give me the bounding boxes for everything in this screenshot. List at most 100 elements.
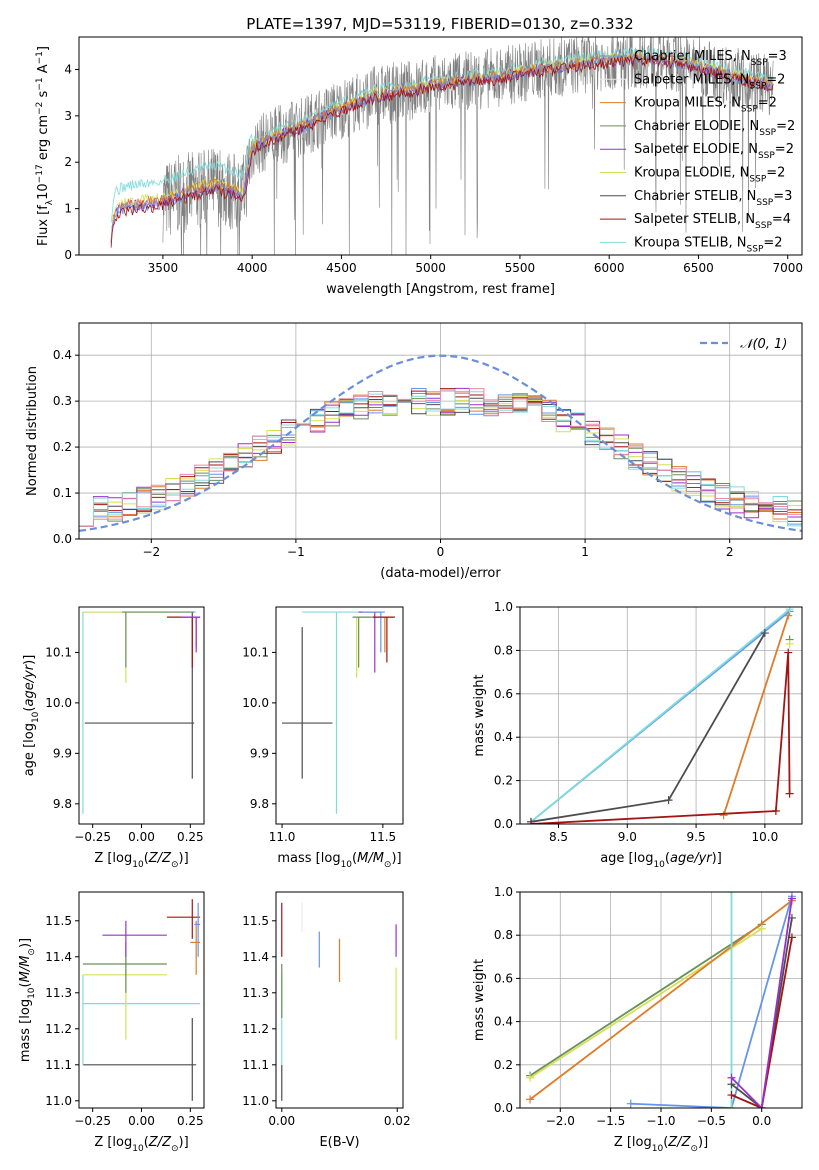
weight-line-chabrier-miles: [630, 896, 793, 1108]
x-axis-label: age [log10(age/yr)]: [600, 851, 722, 870]
x-tick-label: 6000: [594, 261, 625, 275]
weight-marker: [727, 1091, 736, 1100]
label-part: (: [22, 707, 37, 712]
label-part: )]: [179, 1135, 189, 1150]
plot-area: [79, 354, 802, 532]
label-part: Chabrier ELODIE, N: [634, 119, 759, 134]
panel-mass-vs-EBV: 0.00 0.02 11.0 11.1 11.2 11.3 11.4 11.5 E(B-V): [242, 891, 411, 1150]
legend-entry: Kroupa MILES, NSSP=2: [634, 96, 777, 115]
weight-marker: [785, 639, 794, 648]
axes-frame: [275, 891, 404, 1109]
axes-frame: [78, 606, 205, 825]
label-part: Chabrier STELIB, N: [634, 189, 756, 204]
label-part: Z/Z: [148, 1135, 172, 1150]
label-part: Z/Z: [148, 851, 172, 866]
model-spectrum-chabrier-miles: [110, 53, 774, 245]
label-part: SSP: [758, 151, 775, 161]
panel-weight-vs-Z: −2.0 −1.5 −1.0 −0.5 0.0 0.0 0.2 0.4 0.6 0.8 1.0 Z […: [472, 885, 803, 1154]
label-part: mass [log: [18, 999, 33, 1062]
plot-area: [82, 899, 201, 1101]
legend-entry: Chabrier STELIB, NSSP=3: [634, 189, 792, 208]
model-spectrum-salpeter-elodie: [110, 52, 774, 244]
y-axis-label: age [log10(age/yr)]: [22, 655, 41, 777]
label-part: M/M: [357, 851, 384, 866]
label-part: 10: [36, 183, 51, 200]
label-part: −17: [35, 164, 45, 183]
panel-weight-vs-age: 8.5 9.0 9.5 10.0 0.0 0.2 0.4 0.6 0.8 1.0 age [log1…: [472, 600, 803, 870]
model-spectrum-kroupa-stelib: [110, 47, 774, 223]
x-axis-label: Z [log10(Z/Z⊙)]: [94, 851, 188, 870]
plot-area: [526, 892, 796, 1108]
weight-marker: [626, 1099, 635, 1108]
x-tick-label: −1.5: [596, 1114, 625, 1128]
legend-entry: Kroupa ELODIE, NSSP=2: [634, 166, 785, 185]
y-axis-label: Normed distribution: [25, 366, 40, 496]
x-axis-label: (data-model)/error: [380, 566, 501, 581]
data-spectrum-line: [162, 37, 774, 255]
x-axis-label: Z [log10(Z/Z⊙)]: [614, 1135, 708, 1154]
weight-marker: [784, 611, 793, 620]
label-part: 10: [652, 1144, 664, 1154]
y-tick-label: 4: [64, 62, 72, 76]
x-tick-label: 0: [437, 545, 445, 559]
weight-marker: [771, 806, 780, 815]
y-tick-label: 0.0: [53, 532, 72, 546]
label-part: )]: [22, 655, 37, 665]
gaussian-curve: [79, 354, 802, 532]
label-part: SSP: [749, 81, 766, 91]
weight-line-salpeter-elodie: [730, 898, 793, 1108]
label-part: Salpeter MILES, N: [634, 72, 749, 87]
y-tick-label: 1.0: [494, 600, 513, 614]
label-part: 10: [341, 860, 353, 870]
y-tick-label: 0.4: [494, 1015, 513, 1029]
label-part: Kroupa STELIB, N: [634, 235, 747, 250]
legend-entry: Salpeter ELODIE, NSSP=2: [634, 142, 794, 161]
plot-area: [527, 607, 794, 824]
label-part: =2: [776, 119, 795, 134]
x-tick-label: −1.0: [646, 1114, 675, 1128]
plot-area: [110, 37, 774, 255]
x-tick-label: −2.0: [546, 1114, 575, 1128]
label-part: (: [352, 851, 357, 866]
label-part: s: [36, 90, 51, 101]
legend-entry: Chabrier MILES, NSSP=3: [634, 49, 787, 68]
x-tick-label: 8.5: [549, 830, 568, 844]
y-axis-label: mass weight: [472, 959, 487, 1041]
label-part: ⊙: [27, 948, 37, 956]
y-tick-label: 0.0: [494, 817, 513, 831]
weight-marker: [785, 789, 794, 798]
label-part: =2: [775, 142, 794, 157]
label-part: 10: [27, 987, 37, 999]
y-tick-label: 0.4: [53, 348, 72, 362]
y-tick-label: 11.3: [45, 986, 72, 1000]
label-part: =2: [758, 96, 777, 111]
weight-line-kroupa-miles: [529, 899, 793, 1101]
y-tick-label: 11.2: [45, 1022, 72, 1036]
weight-marker: [526, 1073, 535, 1082]
weight-marker: [784, 648, 793, 657]
weight-line-chabrier-stelib: [730, 917, 793, 1108]
label-part: =2: [766, 166, 785, 181]
axes-frame: [519, 606, 803, 825]
label-part: −1: [35, 77, 45, 90]
x-tick-label: 9.5: [687, 830, 706, 844]
y-tick-label: 0.3: [53, 394, 72, 408]
weight-line-kroupa-stelib: [530, 608, 791, 823]
y-tick-label: 0.1: [53, 486, 72, 500]
x-tick-label: −0.5: [697, 1114, 726, 1128]
label-part: (: [144, 1135, 149, 1150]
y-tick-label: 9.8: [53, 797, 72, 811]
y-tick-label: 11.1: [45, 1058, 72, 1072]
label-part: 10: [653, 860, 665, 870]
y-tick-label: 0.2: [494, 1058, 513, 1072]
label-part: ]: [36, 46, 51, 51]
y-tick-label: 9.9: [250, 746, 269, 760]
label-part: M/M: [18, 956, 33, 983]
label-part: SSP: [759, 128, 776, 138]
legend-entry: Chabrier ELODIE, NSSP=2: [634, 119, 795, 138]
model-spectrum-kroupa-elodie: [110, 51, 774, 240]
label-part: )]: [712, 851, 722, 866]
plot-area: [282, 611, 395, 814]
label-part: 10: [31, 711, 41, 723]
